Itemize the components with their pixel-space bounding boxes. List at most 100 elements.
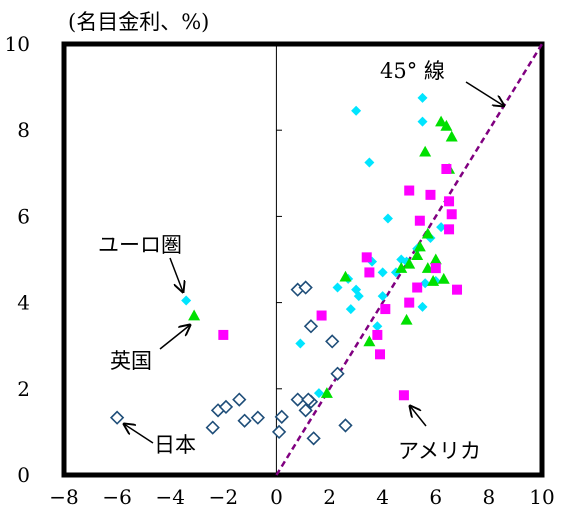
- y-tick-label: 2: [17, 377, 30, 401]
- arrow-us: [410, 406, 427, 427]
- reference-line-label: 45° 線: [380, 59, 445, 83]
- x-tick-label: 6: [429, 485, 442, 509]
- point-us: [446, 209, 457, 220]
- point-uk: [363, 335, 376, 347]
- point-us: [316, 310, 327, 321]
- point-us: [380, 304, 391, 315]
- point-euro: [382, 213, 393, 224]
- point-japan: [301, 392, 316, 407]
- point-uk: [188, 309, 201, 321]
- point-euro: [372, 321, 383, 332]
- point-uk: [395, 262, 408, 273]
- point-euro: [332, 282, 343, 293]
- point-us: [375, 349, 386, 360]
- point-japan: [250, 410, 265, 425]
- point-japan: [274, 409, 289, 424]
- point-japan: [303, 319, 319, 334]
- reference-line-arrow: [465, 81, 504, 106]
- point-japan: [205, 420, 220, 435]
- point-uk: [429, 253, 442, 265]
- point-euro: [313, 388, 324, 399]
- point-euro: [364, 157, 375, 168]
- point-japan: [298, 403, 313, 418]
- arrow-euro: [169, 257, 183, 292]
- point-japan: [298, 280, 313, 295]
- point-us: [404, 297, 415, 308]
- point-euro: [181, 295, 192, 306]
- y-axis-label: (名目金利、%): [68, 10, 209, 34]
- point-euro: [345, 304, 356, 315]
- point-euro: [295, 338, 306, 349]
- x-tick-label: −8: [49, 485, 78, 509]
- point-us: [444, 196, 455, 207]
- point-us: [361, 252, 372, 263]
- y-tick-label: 0: [17, 463, 30, 487]
- point-euro: [353, 291, 364, 302]
- point-us: [372, 329, 383, 340]
- point-uk: [421, 227, 434, 239]
- point-us: [430, 263, 441, 274]
- x-tick-labels: −8 −6 −4 −2 0 2 4 6 8 10: [49, 485, 554, 509]
- label-us: アメリカ: [398, 439, 481, 463]
- point-uk: [411, 249, 424, 260]
- point-uk: [445, 130, 458, 142]
- plot-area: [61, 41, 545, 478]
- x-tick-label: 8: [483, 485, 496, 509]
- series-japan: [109, 280, 353, 446]
- point-japan: [330, 366, 345, 381]
- point-us: [414, 215, 425, 226]
- point-us: [398, 390, 409, 401]
- point-euro: [417, 301, 428, 312]
- point-japan: [325, 334, 340, 349]
- point-euro: [377, 267, 388, 278]
- point-us: [404, 185, 415, 196]
- point-uk: [400, 313, 413, 325]
- x-tick-label: 4: [376, 485, 389, 509]
- point-japan: [290, 392, 305, 407]
- x-tick-label: 0: [270, 485, 283, 509]
- point-us: [452, 284, 463, 295]
- point-euro: [377, 291, 388, 302]
- point-us: [412, 282, 423, 293]
- label-uk: 英国: [110, 349, 152, 373]
- point-japan: [271, 424, 287, 440]
- y-tick-marks: [276, 129, 282, 390]
- point-uk: [437, 272, 450, 284]
- x-tick-label: −2: [209, 485, 238, 509]
- point-uk: [440, 119, 453, 131]
- point-us: [444, 224, 455, 235]
- x-tick-label: 2: [323, 485, 336, 509]
- series-us: [218, 163, 463, 401]
- y-tick-label: 8: [17, 118, 30, 142]
- point-japan: [338, 418, 353, 433]
- point-us: [364, 267, 375, 278]
- x-tick-label: −4: [155, 485, 184, 509]
- point-euro: [436, 222, 447, 233]
- point-us: [425, 189, 436, 200]
- point-uk: [413, 240, 426, 252]
- point-euro: [417, 92, 428, 103]
- plot-frame: [61, 41, 545, 478]
- point-japan: [218, 399, 234, 415]
- point-japan: [109, 410, 125, 425]
- point-uk: [435, 115, 448, 127]
- x-tick-label: −6: [102, 485, 131, 509]
- point-japan: [232, 392, 247, 407]
- annotations: 45° 線 ユーロ圏 英国 日本 アメリカ: [98, 59, 504, 463]
- point-uk: [339, 270, 352, 282]
- y-tick-label: 10: [5, 32, 30, 56]
- label-japan: 日本: [154, 433, 196, 457]
- label-euro: ユーロ圏: [98, 233, 182, 257]
- point-uk: [403, 257, 416, 269]
- point-uk: [320, 387, 333, 398]
- point-japan: [237, 413, 252, 428]
- y-tick-label: 6: [17, 204, 30, 228]
- y-tick-labels: 0 2 4 6 8 10: [5, 32, 30, 487]
- point-us: [441, 163, 452, 174]
- point-us: [218, 329, 229, 340]
- point-euro: [417, 116, 428, 127]
- y-tick-label: 4: [17, 291, 30, 315]
- x-tick-label: 10: [529, 485, 554, 509]
- series-uk: [188, 115, 458, 398]
